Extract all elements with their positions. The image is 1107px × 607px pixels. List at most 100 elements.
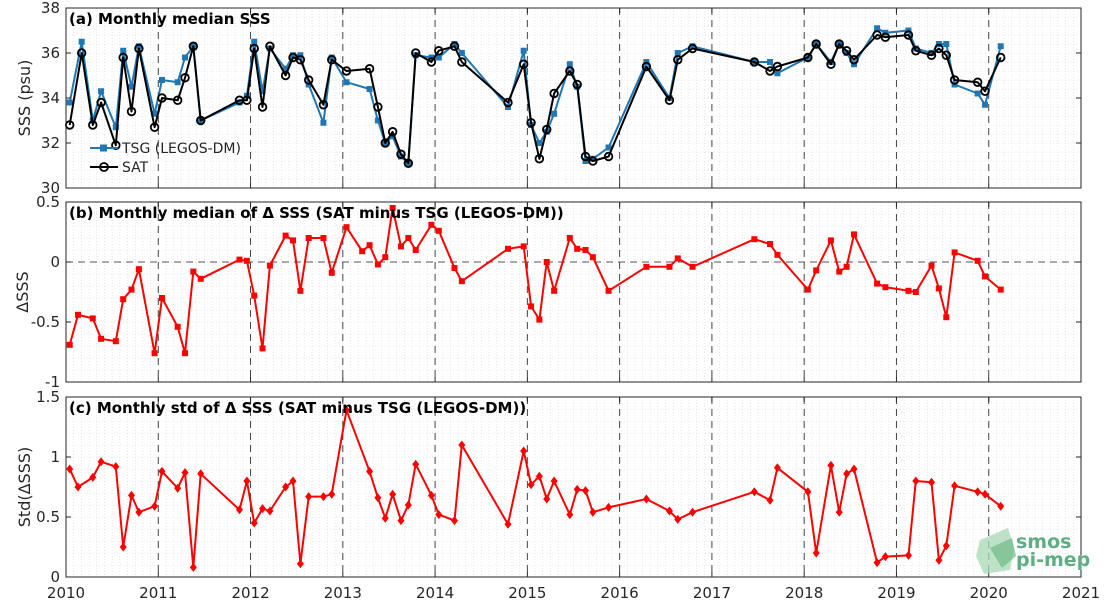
x-tick-label: 2018 [785,584,823,602]
data-point [551,110,558,117]
axes-frame [65,201,1082,383]
y-tick-label: 34 [41,89,60,107]
data-point [280,70,291,81]
data-point [974,90,981,97]
data-point [458,440,466,450]
data-point [666,263,673,270]
data-point [834,39,844,49]
data-point [642,494,650,504]
x-tick-label: 2010 [47,584,85,602]
data-point [405,235,412,241]
data-point [181,468,189,478]
data-point [565,66,575,76]
data-point [804,286,811,293]
data-point [434,46,444,56]
data-point [135,43,142,50]
data-point [572,79,582,90]
data-point [243,476,251,486]
data-point [749,57,760,67]
data-point [843,50,850,56]
data-point [603,151,614,162]
y-tick-label: 32 [41,134,60,152]
data-point [251,292,258,299]
y-tick-label: -0.5 [31,313,60,331]
data-point [296,559,304,569]
data-point [450,516,458,526]
data-point [327,55,337,65]
series-1-0 [66,205,1004,357]
data-point [503,97,513,108]
data-point [689,507,697,517]
panel-b-delta-sss: -1 -0.5 0 0.5 ΔSSS (b) Monthly median of Δ SS… [13,193,1082,391]
x-tick-label: 2011 [139,584,177,602]
data-point [174,483,182,493]
data-point [526,118,536,128]
data-point [403,158,414,168]
data-point [374,261,381,268]
data-point [905,287,912,294]
data-point [435,510,443,520]
data-point [904,550,912,560]
data-point [381,513,389,523]
x-tick-label: 2014 [416,584,454,602]
data-point [412,247,419,253]
x-tick-label: 2017 [693,584,731,602]
data-point [943,314,950,321]
data-point [881,552,889,562]
data-point [566,235,573,241]
series-0-1 [64,30,1006,168]
data-point [328,489,336,499]
data-point [766,495,774,505]
data-point [943,41,950,47]
data-point [580,151,591,162]
data-point [589,254,596,261]
data-point [404,500,412,510]
data-point [980,86,990,96]
data-point [265,41,275,51]
panel-title: (a) Monthly median SSS [69,10,271,28]
data-point [380,138,390,148]
legend-sat-label: SAT [122,160,149,176]
data-point [328,269,335,276]
data-point [803,52,813,63]
data-point [189,562,197,572]
data-point [767,59,774,65]
logo-mark-inner [990,538,1016,568]
data-point [320,119,327,126]
data-point [767,241,774,247]
data-point [389,205,396,211]
data-point [426,57,437,67]
data-point [566,510,574,520]
data-point [282,232,289,239]
data-point [259,88,266,95]
data-point [428,221,435,228]
data-point [942,541,950,551]
data-point [549,88,559,99]
data-point [997,43,1004,50]
data-point [605,502,613,512]
y-tick-label: 1.5 [36,388,60,406]
data-point [266,506,274,516]
y-axis-label: Std(ΔSSS) [15,447,34,527]
data-point [951,249,958,256]
data-point [128,286,135,293]
data-point [643,263,650,270]
data-point [120,47,127,54]
data-point [387,127,398,137]
data-point [174,79,181,86]
legend-tsg-label: TSG (LEGOS-DM) [121,141,241,157]
data-point [851,231,858,238]
data-point [912,289,919,295]
data-point [289,476,297,486]
data-point [134,43,144,54]
y-tick-label: 0.5 [36,508,60,526]
data-point [588,156,598,166]
legend-sat-marker [99,162,109,172]
data-point [282,65,289,72]
data-point [528,303,535,310]
data-point [982,101,989,108]
data-point [382,254,389,261]
data-point [88,120,98,130]
data-point [605,144,612,151]
data-point [66,341,73,348]
